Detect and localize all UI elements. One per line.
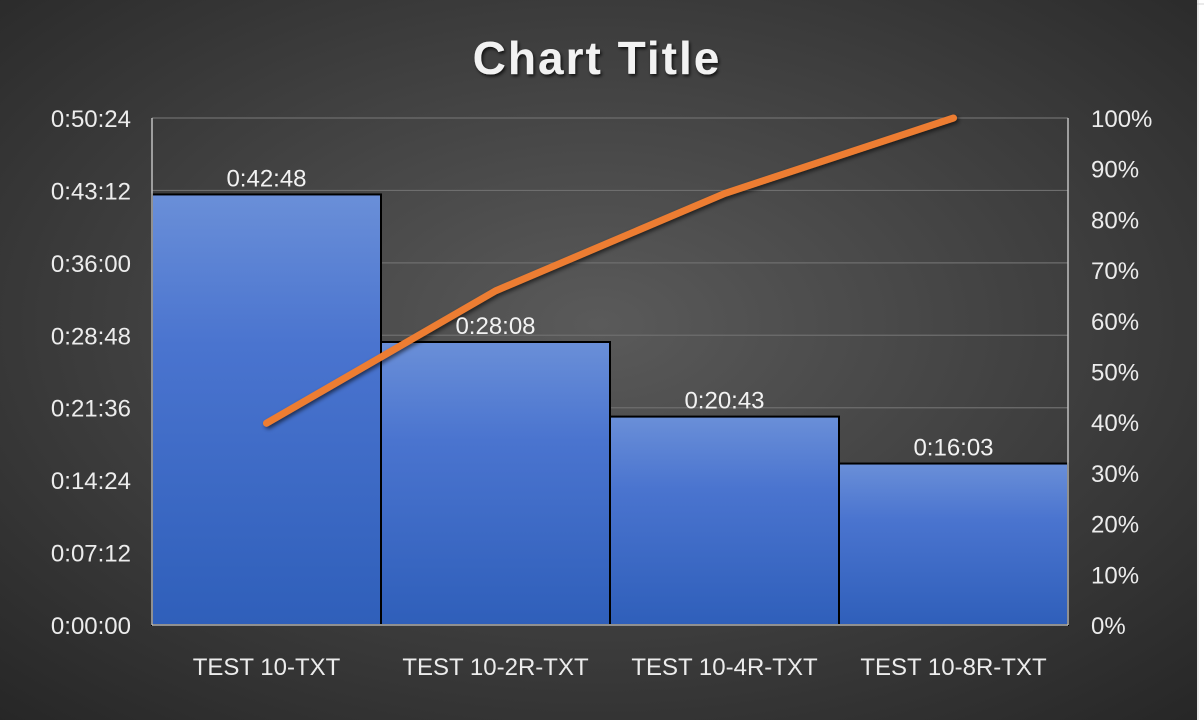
cumulative-line-series	[263, 114, 957, 427]
y-left-tick-label: 0:00:00	[51, 613, 131, 640]
data-labels: 0:42:48 0:28:08 0:20:43 0:16:03	[226, 165, 993, 461]
y-right-tick-label: 90%	[1091, 157, 1139, 184]
y-right-tick-label: 40%	[1091, 410, 1139, 437]
chart-title[interactable]: Chart Title	[473, 32, 722, 84]
bar[interactable]	[838, 462, 1069, 626]
y-left-tick-label: 0:14:24	[51, 468, 131, 495]
y-right-tick-label: 0%	[1091, 613, 1126, 640]
bar-data-label: 0:28:08	[455, 313, 535, 340]
bar-series	[151, 193, 1069, 626]
x-tick-label: TEST 10-4R-TXT	[631, 654, 818, 681]
y-left-tick-label: 0:36:00	[51, 251, 131, 278]
y-right-tick-label: 100%	[1091, 106, 1152, 133]
y-right-tick-label: 80%	[1091, 207, 1139, 234]
y-left-tick-label: 0:43:12	[51, 178, 131, 205]
x-tick-label: TEST 10-TXT	[193, 654, 341, 681]
y-left-tick-label: 0:07:12	[51, 541, 131, 568]
y-right-tick-label: 10%	[1091, 562, 1139, 589]
y-left-tick-label: 0:28:48	[51, 323, 131, 350]
y-right-tick-label: 30%	[1091, 461, 1139, 488]
bar[interactable]	[151, 193, 382, 626]
y-left-tick-label: 0:21:36	[51, 396, 131, 423]
x-tick-label: TEST 10-2R-TXT	[402, 654, 589, 681]
bar-data-label: 0:16:03	[913, 435, 993, 462]
bar[interactable]	[609, 415, 840, 626]
y-left-tick-label: 0:50:24	[51, 106, 131, 133]
axes: 0:00:00 0:07:12 0:14:24 0:21:36 0:28:48 0:36:…	[51, 106, 1152, 681]
y-right-tick-label: 50%	[1091, 360, 1139, 387]
cumulative-line[interactable]	[263, 114, 957, 427]
y-right-tick-label: 70%	[1091, 258, 1139, 285]
y-right-tick-label: 60%	[1091, 309, 1139, 336]
bar[interactable]	[380, 340, 611, 626]
y-right-tick-label: 20%	[1091, 512, 1139, 539]
bar-data-label: 0:20:43	[684, 388, 764, 415]
x-tick-label: TEST 10-8R-TXT	[860, 654, 1047, 681]
bar-data-label: 0:42:48	[226, 165, 306, 192]
